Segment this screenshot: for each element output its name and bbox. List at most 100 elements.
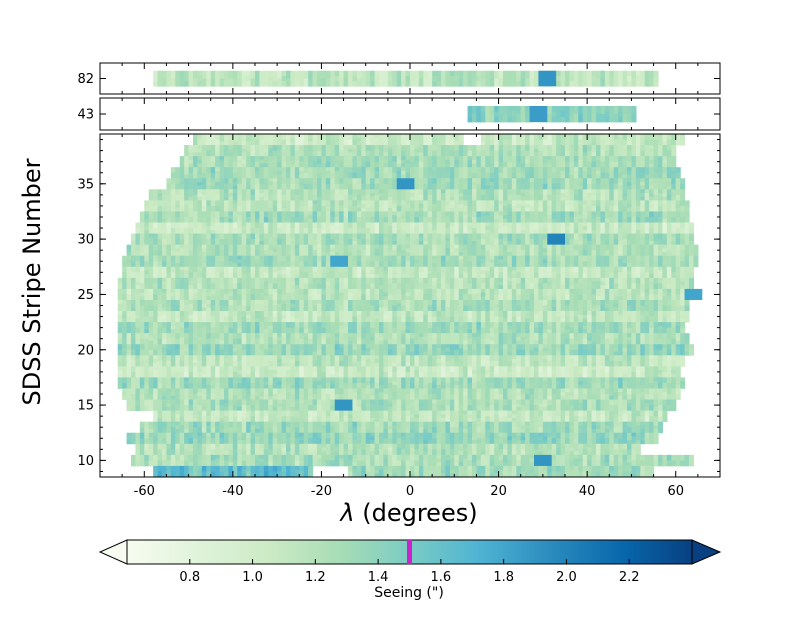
heatmap-cell bbox=[317, 294, 323, 301]
heatmap-cell bbox=[494, 316, 500, 323]
heatmap-cell bbox=[516, 311, 522, 317]
heatmap-cell bbox=[343, 204, 349, 209]
heatmap-cell bbox=[122, 322, 128, 327]
heatmap-cell bbox=[281, 139, 287, 146]
heatmap-cell bbox=[596, 156, 602, 161]
heatmap-cell bbox=[184, 285, 190, 290]
heatmap-cell bbox=[418, 152, 424, 157]
heatmap-cell bbox=[339, 299, 345, 306]
heatmap-cell bbox=[392, 244, 398, 251]
heatmap-cell bbox=[569, 148, 575, 153]
heatmap-cell bbox=[352, 81, 358, 87]
heatmap-cell bbox=[476, 239, 482, 246]
heatmap-cell bbox=[361, 244, 367, 251]
heatmap-cell bbox=[560, 139, 566, 146]
heatmap-cell bbox=[423, 314, 429, 319]
heatmap-cell bbox=[330, 156, 336, 168]
heatmap-cell bbox=[480, 78, 486, 87]
heatmap-cell bbox=[277, 222, 283, 229]
heatmap-cell bbox=[312, 314, 318, 319]
heatmap-cell bbox=[162, 252, 168, 257]
heatmap-cell bbox=[427, 250, 433, 257]
heatmap-cell bbox=[215, 174, 221, 179]
heatmap-cell bbox=[224, 178, 230, 185]
heatmap-cell bbox=[427, 255, 433, 268]
heatmap-cell bbox=[405, 338, 411, 345]
heatmap-cell bbox=[489, 244, 495, 249]
heatmap-cell bbox=[418, 134, 424, 146]
heatmap-cell bbox=[582, 333, 588, 340]
heatmap-cell bbox=[542, 333, 548, 340]
heatmap-cell bbox=[467, 288, 473, 295]
heatmap-cell bbox=[193, 336, 199, 341]
heatmap-cell bbox=[135, 333, 141, 345]
heatmap-cell bbox=[640, 333, 646, 340]
heatmap-cell bbox=[591, 316, 597, 323]
heatmap-cell bbox=[516, 178, 522, 185]
heatmap-cell bbox=[449, 255, 455, 262]
heatmap-cell bbox=[662, 211, 668, 216]
heatmap-cell bbox=[675, 172, 681, 179]
heatmap-cell bbox=[569, 156, 575, 163]
heatmap-cell bbox=[635, 205, 641, 212]
heatmap-cell bbox=[627, 255, 633, 260]
heatmap-cell bbox=[312, 150, 318, 157]
heatmap-cell bbox=[303, 272, 309, 279]
heatmap-cell bbox=[370, 288, 376, 293]
heatmap-cell bbox=[631, 156, 637, 163]
heatmap-cell bbox=[631, 274, 637, 279]
heatmap-cell bbox=[179, 200, 185, 207]
heatmap-cell bbox=[334, 283, 340, 290]
heatmap-cell bbox=[622, 205, 628, 212]
heatmap-cell bbox=[157, 316, 163, 323]
heatmap-cell bbox=[379, 222, 385, 234]
heatmap-cell bbox=[299, 205, 305, 212]
heatmap-cell bbox=[622, 189, 628, 194]
heatmap-cell bbox=[472, 240, 478, 246]
heatmap-cell bbox=[206, 178, 212, 183]
heatmap-cell bbox=[596, 183, 602, 190]
heatmap-cell bbox=[498, 106, 504, 115]
heatmap-cell bbox=[551, 303, 557, 308]
heatmap-cell bbox=[383, 327, 389, 334]
heatmap-cell bbox=[489, 200, 495, 207]
heatmap-cell bbox=[277, 134, 283, 140]
heatmap-cell bbox=[228, 156, 234, 163]
heatmap-cell bbox=[188, 314, 194, 319]
heatmap-cell bbox=[520, 244, 526, 251]
heatmap-cell bbox=[162, 211, 168, 216]
heatmap-cell bbox=[432, 322, 438, 329]
heatmap-cell bbox=[441, 139, 447, 146]
heatmap-cell bbox=[463, 288, 469, 295]
heatmap-cell bbox=[272, 299, 278, 306]
heatmap-cell bbox=[228, 252, 234, 257]
heatmap-cell bbox=[188, 239, 194, 246]
heatmap-cell bbox=[534, 148, 540, 153]
heatmap-cell bbox=[569, 281, 575, 286]
heatmap-cell bbox=[374, 233, 380, 240]
heatmap-cell bbox=[520, 139, 526, 146]
heatmap-cell bbox=[224, 189, 230, 194]
heatmap-cell bbox=[250, 283, 256, 290]
heatmap-cell bbox=[370, 305, 376, 312]
heatmap-cell bbox=[286, 216, 292, 223]
heatmap-cell bbox=[525, 305, 531, 312]
heatmap-cell bbox=[503, 183, 509, 190]
heatmap-cell bbox=[383, 237, 389, 242]
heatmap-cell bbox=[343, 322, 349, 329]
heatmap-cell bbox=[193, 340, 199, 345]
heatmap-cell bbox=[241, 305, 247, 312]
heatmap-cell bbox=[272, 70, 278, 77]
heatmap-cell bbox=[162, 281, 168, 286]
heatmap-cell bbox=[268, 311, 274, 317]
heatmap-cell bbox=[627, 106, 633, 115]
heatmap-cell bbox=[153, 344, 159, 351]
heatmap-cell bbox=[489, 327, 495, 334]
heatmap-cell bbox=[232, 193, 238, 198]
heatmap-cell bbox=[671, 174, 677, 179]
heatmap-cell bbox=[370, 200, 376, 207]
heatmap-cell bbox=[569, 200, 575, 212]
heatmap-cell bbox=[467, 283, 473, 290]
heatmap-cell bbox=[604, 311, 610, 317]
heatmap-cell bbox=[680, 305, 686, 312]
